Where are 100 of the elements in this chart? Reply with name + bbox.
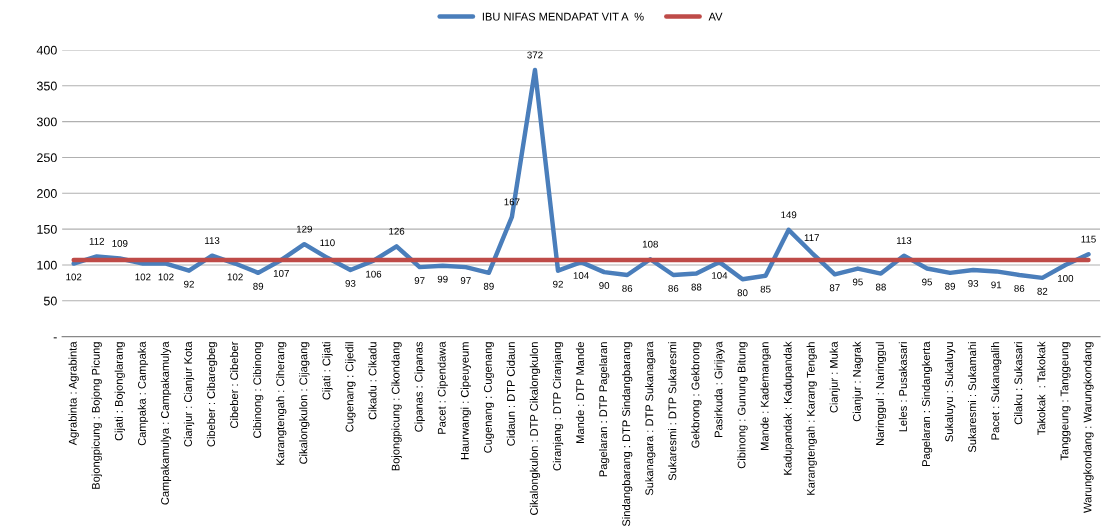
data-label: 93 [345,279,356,287]
data-label: 108 [642,240,658,248]
y-tick-label: 250 [37,153,57,163]
data-label: 88 [875,283,886,291]
x-tick-label: Cijati : Bojonglarang [114,342,125,441]
x-tick-label: Pagelaran : DTP Pagelaran [598,342,610,477]
data-label: 87 [829,284,840,292]
data-label: 149 [781,211,797,219]
x-tick-label: Campakamulya : Campakamulya [160,341,172,505]
x-tick-label: Cipanas : Cipanas [414,341,425,432]
data-label: 113 [896,237,912,245]
data-label: 97 [414,277,425,284]
data-label: 95 [922,278,933,286]
x-tick-label: Sukaresmi : Sukamahi [967,342,977,453]
data-label: 92 [553,280,563,288]
data-label: 93 [968,279,979,287]
x-tick-label: Cibinong : Cibinong [253,342,264,438]
x-tick-label: Sukaluyu : Sukaluyu [944,342,956,442]
x-tick-label: Leles : Pusakasari [898,342,907,432]
x-tick-label: Bojongpicung : Bojong Picung [91,342,102,489]
data-label: 82 [1037,287,1048,295]
x-tick-label: Cikalongkulon : Cijagang [299,342,310,464]
data-label: 89 [945,282,956,290]
data-label: 86 [622,284,633,292]
data-label: 115 [1081,235,1096,243]
x-tick-label: Agrabinta : Agrabinta [68,341,79,446]
data-label: 102 [158,273,174,281]
x-tick-label: Pacet : Sukanagalih [991,342,1002,440]
data-label: 102 [66,273,82,281]
x-tick-label: Cibeber : Cibeber [229,341,239,429]
data-label: 112 [89,237,105,245]
x-tick-label: Warungkondang : Warungkondang [1083,342,1094,513]
data-label: 104 [573,272,589,279]
x-tick-label: Gekbrong : Gekbrong [691,342,702,448]
data-label: 97 [460,277,471,284]
x-tick-label: Cikalongkulon : DTP Cikalongkulon [529,342,541,515]
x-tick-label: Pacet : Cipendawa [437,341,448,434]
x-tick-label: Cianjur : Nagrak [852,341,864,422]
x-tick-label: Sukanagara : DTP Sukanagara [645,341,656,496]
data-label: 80 [737,289,748,297]
x-tick-label: Mande : Kademangan [760,342,771,450]
x-tick-label: Cikadu : Cikadu [368,342,377,420]
data-label: 117 [804,234,819,242]
x-tick-label: Haurwangi : Cipeuyeum [460,342,471,460]
y-tick-label: 150 [37,224,57,234]
data-label: 89 [483,282,494,290]
x-tick-label: Cilaku : Sukasari [1014,342,1023,425]
data-label: 91 [991,281,1002,289]
y-tick-label: - [53,337,57,339]
data-label: 113 [205,237,220,245]
legend-label: AV [708,12,723,21]
x-tick-label: Kadupandak : Kadupandak [783,341,794,475]
x-tick-label: Pasirkuda : Girijaya [714,341,725,437]
data-label: 109 [112,239,128,247]
data-label: 100 [1058,274,1074,282]
data-label: 88 [691,283,702,291]
data-label: 102 [227,273,243,281]
data-label: 372 [527,51,543,59]
x-tick-label: Sindangbarang : DTP Sindangbarang [622,342,633,526]
x-tick-label: Ciranjang : DTP Ciranjang [552,342,564,471]
data-label: 86 [668,284,679,292]
y-tick-label: 100 [37,260,57,270]
x-tick-label: Karangtengah : Karang Tengah [806,342,817,495]
legend-label: IBU NIFAS MENDAPAT VIT A % [482,12,644,21]
y-tick-label: 400 [36,45,57,55]
data-label: 106 [366,270,382,278]
data-label: 89 [253,282,264,290]
data-label: 110 [320,239,335,247]
x-tick-label: Karangtengah : Ciherang [276,342,287,465]
x-tick-label: Bojongpicung : Cikondang [391,342,402,471]
data-label: 99 [437,275,448,283]
x-tick-label: Sukaresmi : DTP Sukaresmi [668,342,677,481]
data-label: 102 [135,273,151,281]
x-tick-label: Cugenang : Cugenang [483,342,495,453]
x-tick-label: Cibeber : Cibaregbeg [206,342,218,447]
x-tick-label: Pagelaran : Sindangkerta [921,341,933,466]
x-tick-label: Cibinong : Gunung Bitung [737,342,748,469]
x-tick-label: Mande : DTP Mande [575,341,585,443]
data-label: 86 [1014,284,1025,292]
data-label: 107 [273,269,289,277]
y-tick-label: 200 [37,189,57,198]
data-label: 95 [852,278,863,286]
x-tick-label: Cijati : Cijati [322,342,333,400]
data-label: 129 [296,225,312,233]
x-tick-label: Naringgul : Naringgul [875,342,887,445]
y-tick-label: 50 [43,296,57,306]
x-tick-label: Cidaun : DTP Cidaun [506,342,515,446]
data-label: 126 [389,227,405,235]
x-tick-label: Cianjur : Muka [829,341,840,413]
x-tick-label: Tanggeung : Tanggeung [1060,342,1071,461]
x-tick-label: Cianjur : Cianjur Kota [183,341,195,447]
x-tick-label: Takokak : Takokak [1037,341,1046,435]
y-tick-label: 350 [36,81,57,91]
data-label: 90 [599,282,610,289]
data-label: 85 [760,285,771,293]
x-tick-label: Cugenang : Cijedil [345,342,356,432]
data-label: 104 [712,272,728,279]
data-label: 92 [184,280,194,288]
x-tick-label: Campaka : Campaka [137,341,149,446]
y-tick-label: 300 [36,117,57,127]
